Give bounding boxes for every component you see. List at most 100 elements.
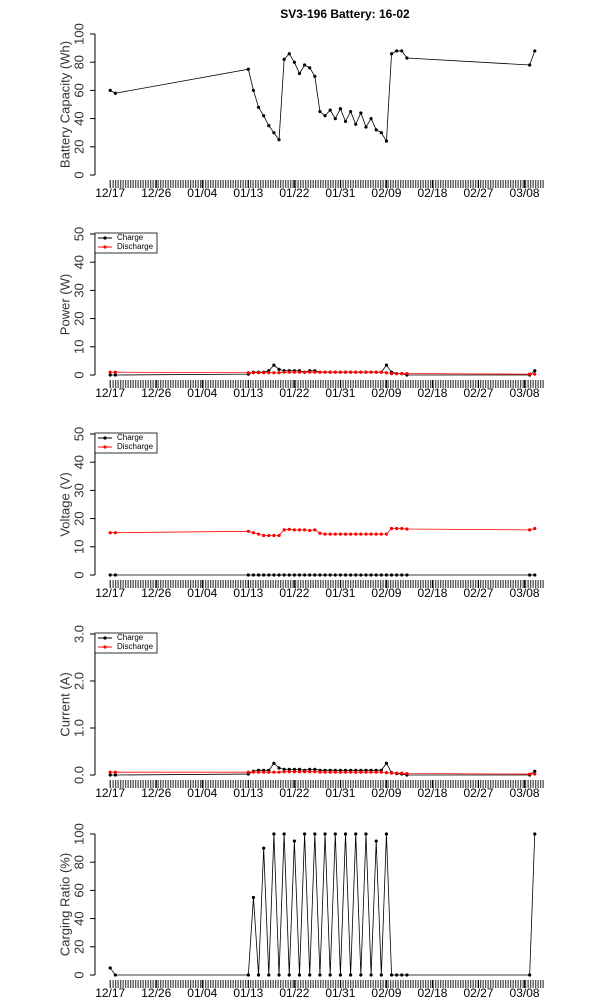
data-point [287, 527, 291, 531]
data-point [302, 370, 307, 374]
y-tick-label: 40 [71, 455, 86, 469]
data-point [349, 370, 353, 374]
data-point [318, 531, 322, 535]
data-point [108, 773, 112, 777]
x-tick-label: 01/04 [187, 186, 217, 200]
series-line [110, 771, 535, 775]
data-point [251, 770, 256, 774]
x-tick-label: 02/18 [417, 386, 447, 400]
x-tick-label: 01/31 [325, 186, 355, 200]
data-point [302, 770, 307, 774]
data-point [359, 370, 363, 374]
x-tick-label: 12/17 [95, 186, 125, 200]
data-point [108, 770, 112, 774]
data-point [369, 973, 373, 977]
x-tick-label: 01/04 [187, 986, 217, 1000]
data-point [256, 770, 261, 774]
data-point [338, 107, 343, 111]
data-point [277, 371, 281, 375]
x-tick-label: 02/27 [463, 186, 493, 200]
legend-label: Discharge [117, 642, 154, 651]
data-point [533, 769, 537, 773]
data-point [272, 573, 276, 577]
x-tick-label: 02/18 [417, 986, 447, 1000]
data-point [282, 57, 286, 61]
x-tick-label: 02/09 [371, 586, 401, 600]
x-tick-label: 02/09 [371, 186, 401, 200]
series-line [110, 371, 535, 375]
x-tick-label: 12/26 [141, 386, 171, 400]
y-tick-label: 10 [71, 540, 86, 554]
data-point [328, 973, 332, 977]
data-point [308, 770, 312, 774]
data-point [113, 531, 117, 535]
y-axis-label: Power (W) [57, 274, 72, 335]
y-tick-label: 3.0 [71, 625, 86, 643]
data-point [369, 770, 373, 774]
data-point [374, 573, 378, 577]
data-point [528, 528, 532, 532]
data-point [318, 573, 322, 577]
data-point [323, 370, 327, 374]
data-point [364, 370, 368, 374]
data-point [384, 139, 389, 143]
data-point [246, 67, 250, 71]
data-point [400, 973, 404, 977]
data-point [395, 526, 399, 531]
data-point [384, 761, 389, 765]
data-point [246, 371, 250, 375]
data-point [256, 532, 261, 536]
data-point [349, 770, 353, 774]
data-point [292, 767, 296, 771]
x-axis-band [112, 380, 545, 388]
data-point [282, 528, 286, 532]
data-point [369, 573, 373, 577]
x-tick-label: 02/09 [371, 386, 401, 400]
legend-label: Charge [117, 433, 144, 442]
data-point [318, 973, 322, 977]
legend-point [103, 245, 107, 249]
x-tick-label: 01/13 [233, 986, 263, 1000]
data-point [359, 770, 363, 774]
data-point [405, 973, 409, 977]
y-tick-label: 50 [71, 227, 86, 241]
data-point [364, 770, 368, 774]
data-point [308, 66, 312, 70]
data-point [349, 973, 353, 977]
x-tick-label: 03/08 [510, 786, 540, 800]
data-point [318, 370, 322, 374]
x-axis-band [112, 580, 545, 588]
data-point [113, 91, 117, 95]
data-point [313, 832, 317, 836]
data-point [308, 573, 312, 577]
data-point [405, 771, 409, 776]
series-line [110, 762, 536, 776]
y-tick-label: 20 [71, 140, 86, 154]
chart-title: SV3-196 Battery: 16-02 [280, 7, 410, 21]
data-point [528, 63, 532, 67]
data-point [313, 370, 317, 374]
data-point [323, 114, 327, 118]
data-point [354, 532, 358, 536]
data-point [256, 105, 261, 109]
x-tick-label: 03/08 [510, 386, 540, 400]
data-point [533, 49, 537, 53]
data-point [297, 767, 302, 771]
y-tick-label: 0.0 [71, 766, 86, 784]
x-tick-label: 02/18 [417, 586, 447, 600]
x-axis-band [112, 980, 545, 988]
x-tick-label: 12/17 [95, 386, 125, 400]
data-point [262, 114, 266, 118]
x-tick-label: 01/04 [187, 386, 217, 400]
data-point [267, 371, 271, 375]
data-point [400, 573, 404, 577]
data-point [374, 770, 378, 774]
data-point [272, 131, 276, 135]
data-point [369, 370, 373, 374]
data-point [256, 573, 261, 577]
y-tick-label: 2.0 [71, 672, 86, 690]
data-point [400, 526, 404, 531]
data-point [277, 138, 281, 142]
data-point [323, 832, 327, 836]
x-tick-label: 02/09 [371, 986, 401, 1000]
